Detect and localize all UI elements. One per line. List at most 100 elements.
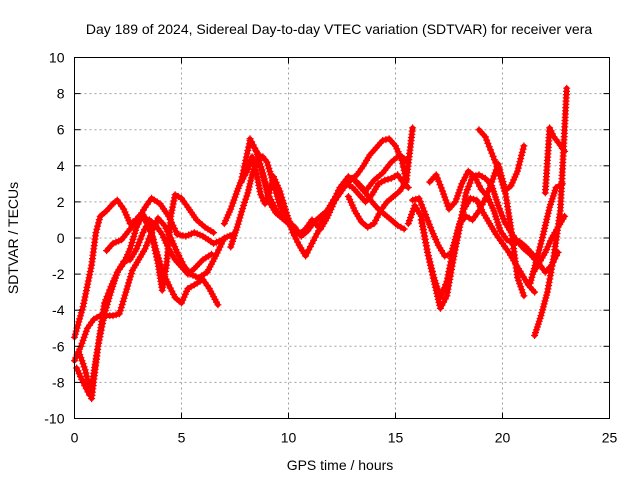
data-point-marker [549,255,557,263]
data-point-marker [474,199,482,207]
data-point-marker [535,246,543,254]
data-point-marker [453,236,461,244]
data-point-marker [490,172,498,180]
data-point-marker [483,136,491,144]
data-point-marker [270,202,278,210]
data-point-marker [540,300,548,308]
data-point-marker [249,156,257,164]
data-point-marker [127,270,135,278]
data-point-marker [454,230,462,238]
data-point-marker [404,220,412,228]
data-point-marker [465,182,473,190]
data-point-marker [95,219,102,227]
data-point-marker [245,183,253,191]
data-point-marker [496,205,503,213]
data-point-marker [265,164,273,172]
data-point-marker [152,250,160,258]
data-point-marker [78,357,86,365]
data-point-marker [456,186,464,194]
data-point-marker [82,369,90,377]
data-point-marker [106,286,114,294]
data-point-marker [228,202,236,210]
data-point-marker [138,232,146,240]
data-point-marker [442,196,450,204]
data-point-marker [429,274,437,282]
data-point-marker [399,160,407,168]
data-point-marker [246,135,254,143]
series-track-10 [344,124,417,231]
data-point-marker [517,283,525,291]
data-point-marker [237,211,245,219]
data-point-marker [563,84,571,92]
data-point-marker [436,181,444,189]
data-point-marker [382,136,390,144]
data-point-marker [242,169,250,177]
data-point-marker [251,144,259,152]
data-point-marker [81,366,89,374]
data-point-marker [541,221,549,229]
data-point-marker [261,178,269,186]
data-point-marker [546,124,554,132]
data-point-marker [255,157,263,165]
data-point-marker [118,301,126,308]
data-point-marker [421,235,429,243]
data-point-marker [420,207,428,215]
data-point-marker [123,285,131,293]
data-point-marker [121,291,129,299]
data-point-marker [237,178,245,186]
data-point-marker [540,227,548,235]
data-point-marker [265,193,273,200]
data-point-marker [334,190,342,198]
data-point-marker [254,154,262,161]
data-point-marker [230,196,238,204]
data-point-marker [86,268,94,275]
data-point-marker [71,330,79,338]
data-point-marker [250,159,258,167]
data-point-marker [426,258,434,266]
data-point-marker [136,235,144,243]
data-point-marker [151,246,159,254]
data-point-marker [244,147,252,154]
data-point-marker [516,158,524,166]
data-point-marker [238,208,246,216]
data-point-marker [249,141,257,149]
y-tick-label: 0 [57,230,65,246]
data-point-marker [82,327,90,335]
x-axis-label: GPS time / hours [287,457,394,473]
data-point-marker [495,169,503,176]
data-point-marker [229,199,237,207]
data-point-marker [245,143,253,151]
data-point-marker [232,190,240,198]
data-point-marker [175,252,183,260]
data-point-marker [453,195,460,203]
data-point-marker [487,146,494,154]
data-point-marker [126,245,134,253]
data-point-marker [241,198,249,206]
data-point-marker [264,161,272,169]
data-point-marker [427,261,434,269]
data-point-marker [133,245,141,253]
data-point-marker [430,277,438,285]
data-point-marker [431,280,439,288]
tick-labels: 0 5 10 15 20 25 -10 -8 -6 -4 -2 0 2 4 6 8 10 [44,50,617,446]
data-point-marker [515,161,523,169]
data-point-marker [484,139,492,147]
data-point-marker [428,268,436,276]
data-point-marker [247,174,255,182]
data-point-marker [476,182,483,190]
data-point-marker [247,177,255,185]
data-point-marker [246,180,254,188]
data-point-marker [124,282,132,290]
data-point-marker [127,242,135,250]
data-point-marker [455,189,463,197]
data-point-marker [294,238,302,246]
y-tick-label: 4 [57,158,65,174]
data-point-marker [481,133,489,141]
data-point-marker [78,339,86,347]
data-point-marker [281,206,289,214]
data-point-marker [125,279,133,287]
data-point-marker [86,271,94,279]
data-point-marker [543,215,551,223]
data-point-marker [120,294,128,302]
